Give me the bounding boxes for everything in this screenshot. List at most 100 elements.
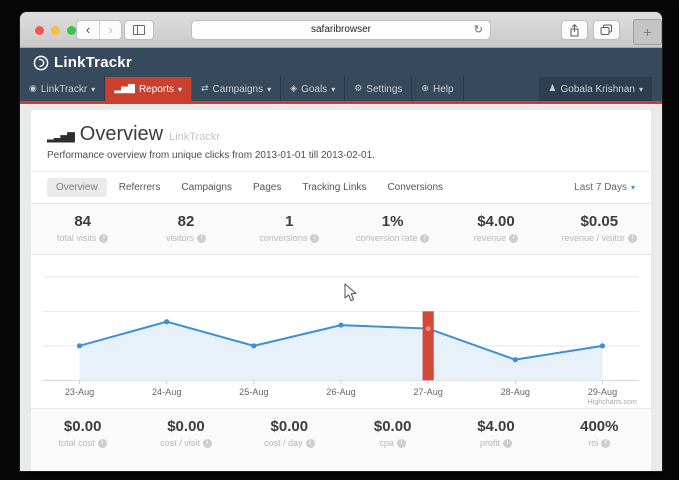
tab-tracking-links[interactable]: Tracking Links <box>293 178 375 197</box>
point-marker <box>338 323 343 328</box>
stat-profit: $4.00 profiti <box>444 418 547 460</box>
menu-item-reports[interactable]: ▂▅▇ Reports ▾ <box>105 77 192 101</box>
tab-overview[interactable]: Overview <box>47 178 107 197</box>
visits-chart: 23-Aug24-Aug25-Aug26-Aug27-Aug28-Aug29-A… <box>39 260 643 408</box>
stat-value: $0.05 <box>548 213 651 230</box>
menu-item-campaigns[interactable]: ⇄Campaigns▾ <box>192 77 281 101</box>
stat-value: $0.00 <box>134 418 237 435</box>
chart-credits: Highcharts.com <box>588 399 637 406</box>
tab-pages[interactable]: Pages <box>244 178 290 197</box>
app-topbar: LinkTrackr ◉LinkTrackr▾▂▅▇Reports▾⇄Campa… <box>20 48 662 104</box>
sidebar-toggle-button[interactable] <box>124 20 154 40</box>
stat-label: total cost <box>59 438 95 448</box>
url-text: safaribrowser <box>311 24 371 35</box>
forward-button[interactable]: › <box>99 21 121 39</box>
main-menu: ◉LinkTrackr▾▂▅▇Reports▾⇄Campaigns▾◈Goals… <box>20 77 662 101</box>
stat-label-row: revenue / visitori <box>548 233 651 243</box>
refresh-icon[interactable]: ↻ <box>474 21 483 39</box>
stat-label: profit <box>480 438 500 448</box>
menu-item-help[interactable]: ⊕Help <box>412 77 463 101</box>
stat-visitors: 82visitorsi <box>134 213 237 243</box>
chevron-down-icon: ▾ <box>178 85 182 94</box>
menu-item-linktrackr[interactable]: ◉LinkTrackr▾ <box>20 77 105 101</box>
stat-label-row: roii <box>548 438 651 448</box>
page-title: Overview <box>80 123 163 146</box>
shuffle-icon: ⇄ <box>201 84 209 94</box>
info-icon[interactable]: i <box>509 234 518 243</box>
info-icon[interactable]: i <box>98 439 107 448</box>
menu-item-label: LinkTrackr <box>41 84 87 95</box>
close-window-button[interactable] <box>35 26 44 35</box>
show-tabs-button[interactable] <box>593 20 620 40</box>
sidebar-icon <box>133 25 145 35</box>
stat-label-row: cpai <box>341 438 444 448</box>
chevron-down-icon: ▾ <box>91 85 95 94</box>
stat-label-row: conversionsi <box>238 233 341 243</box>
stat-label: roi <box>588 438 598 448</box>
zoom-window-button[interactable] <box>67 26 76 35</box>
info-icon[interactable]: i <box>397 439 406 448</box>
share-button[interactable] <box>561 20 588 40</box>
title-section: ▂▃▅▇ Overview LinkTrackr Performance ove… <box>31 110 651 172</box>
menu-item-settings[interactable]: ⚙Settings <box>345 77 412 101</box>
tab-campaigns[interactable]: Campaigns <box>172 178 241 197</box>
date-range-selector[interactable]: Last 7 Days ▾ <box>574 182 635 193</box>
target-icon: ◈ <box>290 84 297 94</box>
x-axis-label: 29-Aug <box>588 387 617 397</box>
info-icon[interactable]: i <box>601 439 610 448</box>
chevron-down-icon: ▾ <box>639 85 643 94</box>
stat-label-row: visitorsi <box>134 233 237 243</box>
tabs-icon <box>600 24 613 36</box>
info-icon[interactable]: i <box>628 234 637 243</box>
page-subtitle: Performance overview from unique clicks … <box>47 150 635 161</box>
bar-chart-icon: ▂▅▇ <box>114 84 135 94</box>
info-icon[interactable]: i <box>99 234 108 243</box>
info-icon[interactable]: i <box>203 439 212 448</box>
tab-conversions[interactable]: Conversions <box>378 178 452 197</box>
info-icon[interactable]: i <box>197 234 206 243</box>
tabs-group: OverviewReferrersCampaignsPagesTracking … <box>47 178 455 197</box>
point-marker <box>77 343 82 348</box>
stat-label-row: revenuei <box>444 233 547 243</box>
stat-value: $4.00 <box>444 418 547 435</box>
stat-label: total visits <box>57 233 97 243</box>
stat-total-visits: 84total visitsi <box>31 213 134 243</box>
menu-item-goals[interactable]: ◈Goals▾ <box>281 77 345 101</box>
chart-container: 23-Aug24-Aug25-Aug26-Aug27-Aug28-Aug29-A… <box>31 255 651 408</box>
stat-label: conversion rate <box>356 233 418 243</box>
stat-label-row: total costi <box>31 438 134 448</box>
menu-item-label: Goals <box>301 84 327 95</box>
new-tab-button[interactable]: + <box>633 19 662 45</box>
stat-label: cost / visit <box>160 438 200 448</box>
minimize-window-button[interactable] <box>51 26 60 35</box>
info-icon[interactable]: i <box>306 439 315 448</box>
back-button[interactable]: ‹ <box>77 21 99 39</box>
stat-label: visitors <box>166 233 194 243</box>
stat-value: 400% <box>548 418 651 435</box>
stat-label: revenue <box>474 233 507 243</box>
help-icon: ⊕ <box>421 84 429 94</box>
info-icon[interactable]: i <box>310 234 319 243</box>
bar-chart-icon: ▂▃▅▇ <box>47 132 74 143</box>
stat-value: 1% <box>341 213 444 230</box>
point-marker <box>513 357 518 362</box>
user-icon: ♟ <box>548 84 556 94</box>
x-axis-label: 28-Aug <box>501 387 530 397</box>
stat-value: 1 <box>238 213 341 230</box>
menu-item-label: Reports <box>139 84 174 95</box>
user-menu[interactable]: ♟Gobala Krishnan▾ <box>539 77 652 101</box>
mouse-cursor <box>344 283 358 303</box>
info-icon[interactable]: i <box>420 234 429 243</box>
x-axis-label: 24-Aug <box>152 387 181 397</box>
brand-name[interactable]: LinkTrackr <box>54 54 132 71</box>
menu-item-label: Settings <box>366 84 402 95</box>
info-icon[interactable]: i <box>503 439 512 448</box>
point-marker <box>600 343 605 348</box>
address-bar[interactable]: safaribrowser ↻ <box>191 20 491 40</box>
page-title-suffix: LinkTrackr <box>169 131 220 143</box>
tab-referrers[interactable]: Referrers <box>110 178 170 197</box>
stat-label: cpa <box>379 438 394 448</box>
stat-label-row: cost / visiti <box>134 438 237 448</box>
traffic-lights <box>35 26 76 35</box>
stat-label-row: profiti <box>444 438 547 448</box>
